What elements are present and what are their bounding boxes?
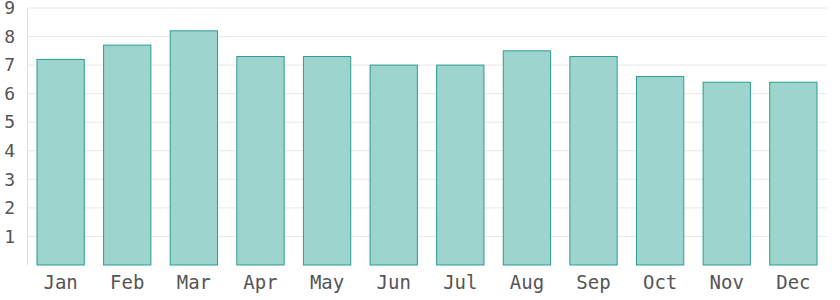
- y-tick: 9: [4, 0, 27, 18]
- x-tick: Jul: [443, 265, 477, 293]
- x-tick-label: Jun: [377, 271, 411, 293]
- y-tick: 5: [4, 111, 27, 132]
- x-tick: Dec: [776, 265, 810, 293]
- x-tick: Mar: [177, 265, 211, 293]
- y-tick-label: 5: [4, 111, 15, 132]
- x-tick-label: Jan: [43, 271, 77, 293]
- chart-svg: 1 2 3 4 5 6 7 8 9 Jan Feb Mar Apr May Jun Jul Aug Sep Oct N…: [0, 0, 840, 300]
- x-axis: Jan Feb Mar Apr May Jun Jul Aug Sep Oct Nov Dec: [28, 265, 828, 293]
- bar: [636, 77, 683, 265]
- x-tick-label: Jul: [443, 271, 477, 293]
- x-tick-label: Oct: [643, 271, 677, 293]
- bar: [303, 57, 350, 265]
- y-tick: 2: [4, 197, 27, 218]
- grid-line: [27, 8, 827, 9]
- y-tick: 1: [4, 226, 27, 247]
- y-tick: 3: [4, 169, 27, 190]
- x-tick: Oct: [643, 265, 677, 293]
- y-axis: 1 2 3 4 5 6 7 8 9: [4, 0, 27, 265]
- bar: [170, 31, 217, 265]
- x-axis-line: [28, 265, 828, 266]
- y-tick-label: 7: [4, 54, 15, 75]
- bars: [37, 31, 817, 265]
- bar: [437, 65, 484, 265]
- x-tick-label: Sep: [576, 271, 610, 293]
- x-tick-label: Nov: [710, 271, 744, 293]
- bar: [503, 51, 550, 265]
- y-tick-label: 6: [4, 83, 15, 104]
- y-tick: 8: [4, 26, 27, 47]
- y-tick: 7: [4, 54, 27, 75]
- chart-container: 1 2 3 4 5 6 7 8 9 Jan Feb Mar Apr May Jun Jul Aug Sep Oct N…: [0, 0, 840, 300]
- x-tick: Jan: [43, 265, 77, 293]
- bar: [370, 65, 417, 265]
- y-tick-label: 2: [4, 197, 15, 218]
- bar: [104, 45, 151, 265]
- grid-line: [27, 36, 827, 37]
- y-tick: 6: [4, 83, 27, 104]
- x-tick: Apr: [243, 265, 277, 293]
- y-tick: 4: [4, 140, 27, 161]
- y-tick-label: 9: [4, 0, 15, 18]
- bar: [37, 59, 84, 265]
- y-tick-label: 4: [4, 140, 15, 161]
- y-tick-label: 8: [4, 26, 15, 47]
- bar: [770, 82, 817, 265]
- x-tick-label: Feb: [110, 271, 144, 293]
- x-tick-label: Dec: [776, 271, 810, 293]
- plot-area: 1 2 3 4 5 6 7 8 9 Jan Feb Mar Apr May Jun Jul Aug Sep Oct N…: [4, 0, 827, 293]
- x-tick-label: May: [310, 271, 344, 293]
- y-tick-label: 1: [4, 226, 15, 247]
- x-tick: Jun: [377, 265, 411, 293]
- y-axis-line: [27, 9, 28, 266]
- x-tick: Aug: [510, 265, 544, 293]
- x-tick-label: Apr: [243, 271, 277, 293]
- x-tick: Nov: [710, 265, 744, 293]
- bar: [237, 57, 284, 265]
- y-tick-label: 3: [4, 169, 15, 190]
- x-tick-label: Mar: [177, 271, 211, 293]
- bar: [570, 57, 617, 265]
- x-tick: Sep: [576, 265, 610, 293]
- x-tick-label: Aug: [510, 271, 544, 293]
- x-tick: May: [310, 265, 344, 293]
- x-tick: Feb: [110, 265, 144, 293]
- bar: [703, 82, 750, 265]
